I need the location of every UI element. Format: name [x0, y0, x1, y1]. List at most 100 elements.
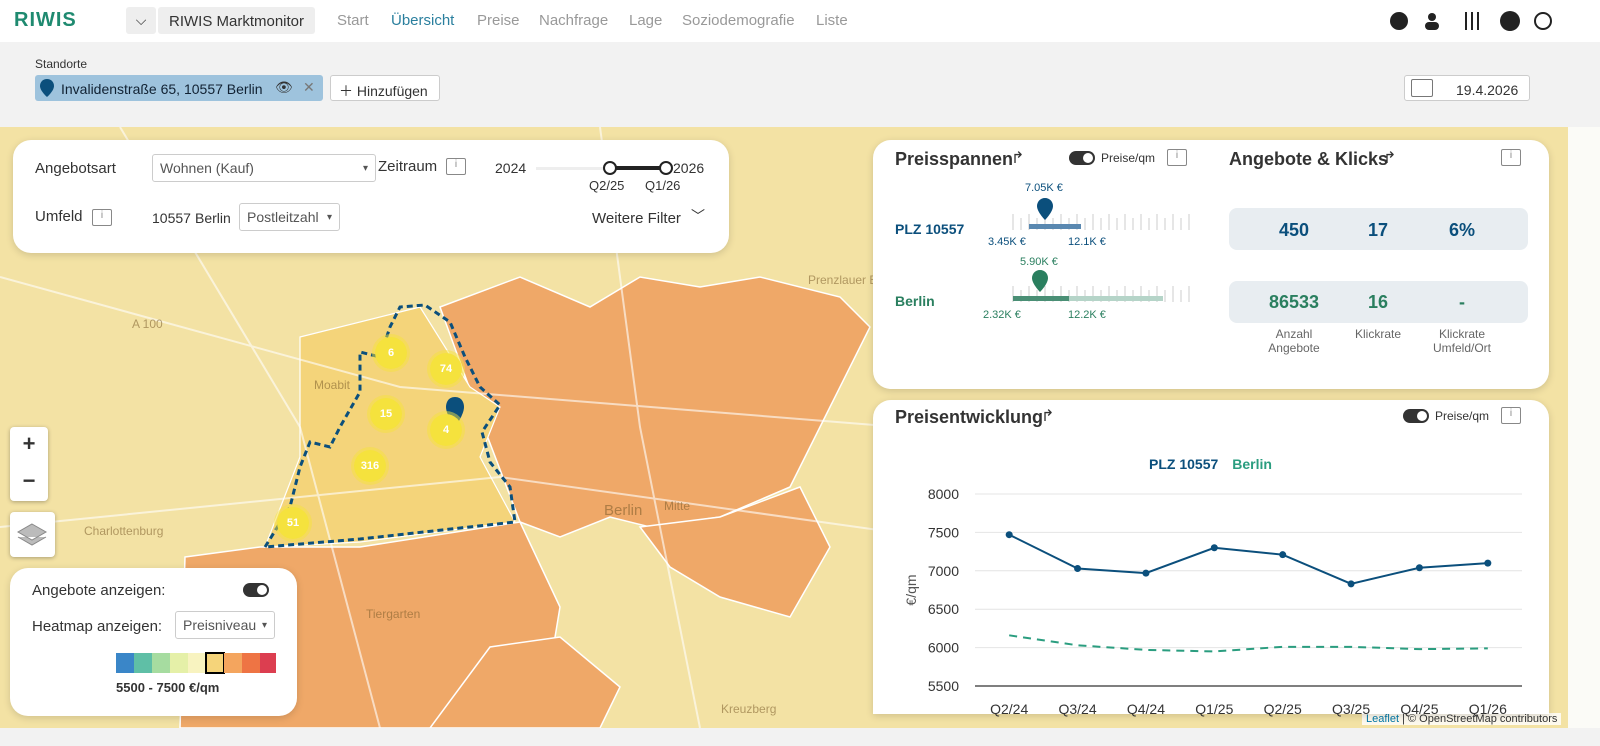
- range-end: 2026: [673, 160, 705, 176]
- y-tick-label: 5500: [928, 678, 959, 694]
- slider-handle[interactable]: [659, 161, 673, 175]
- share-icon[interactable]: ↱: [1041, 408, 1055, 425]
- umfeld-select[interactable]: Postleitzahl: [239, 203, 340, 231]
- stat-row: 86533 16 -: [1229, 281, 1528, 323]
- x-tick-label: Q4/24: [1127, 701, 1165, 717]
- range-bar: [1029, 224, 1081, 229]
- eye-icon[interactable]: 👁: [275, 79, 293, 95]
- slider-track: [536, 167, 666, 170]
- cluster[interactable]: 316: [351, 447, 389, 485]
- globe-icon[interactable]: [1390, 12, 1408, 30]
- app-name[interactable]: RIWIS Marktmonitor: [158, 7, 315, 34]
- median-label: 7.05K €: [1025, 182, 1063, 194]
- info-icon[interactable]: i: [1501, 407, 1521, 424]
- x-tick-label: Q3/25: [1332, 701, 1370, 717]
- standorte-label: Standorte: [35, 57, 88, 71]
- cluster[interactable]: 4: [427, 411, 465, 449]
- cluster[interactable]: 51: [274, 504, 312, 542]
- zoom-in[interactable]: +: [22, 431, 36, 456]
- add-text: Hinzufügen: [356, 83, 428, 99]
- min-label: 3.45K €: [988, 236, 1026, 248]
- median-pin: [1037, 198, 1053, 220]
- max-label: 12.2K €: [1068, 309, 1106, 321]
- series-line: [1008, 533, 1488, 585]
- angebote-toggle[interactable]: [243, 583, 269, 597]
- menu-item[interactable]: Start: [337, 12, 369, 29]
- umfeld-label: Umfeld: [35, 208, 83, 225]
- info-icon[interactable]: i: [1501, 149, 1521, 166]
- stat-caption: Anzahl Angebote: [1249, 327, 1339, 355]
- point: [1142, 569, 1150, 577]
- stat-value: 17: [1367, 220, 1389, 240]
- plz-boundary: [262, 303, 517, 549]
- stat-value: -: [1459, 292, 1465, 312]
- layers-icon: [16, 523, 48, 546]
- point: [1484, 559, 1492, 567]
- info-icon[interactable]: i: [446, 158, 466, 175]
- heatmap-select[interactable]: Preisniveau: [175, 611, 275, 639]
- caption-text: Klickrate Umfeld/Ort: [1432, 327, 1491, 355]
- place-label: Moabit: [314, 378, 351, 392]
- info-icon[interactable]: i: [1167, 149, 1187, 166]
- preise-toggle[interactable]: [1403, 409, 1429, 423]
- stat-value: 16: [1367, 292, 1389, 312]
- more-filters[interactable]: Weitere Filter: [592, 210, 681, 227]
- nav-icons: [1390, 11, 1552, 31]
- x-tick-label: Q1/26: [1469, 701, 1507, 717]
- cluster[interactable]: 15: [367, 395, 405, 433]
- slider-range: [610, 166, 666, 170]
- cluster[interactable]: 74: [427, 350, 465, 388]
- settings-icon[interactable]: [1465, 12, 1479, 30]
- line-chart: 5500 6000 6500 7000 7500 8000 €/qm Q2/24 Q3/24 Q4…: [903, 456, 1522, 717]
- map-edge: [1568, 127, 1600, 728]
- menu-item[interactable]: Lage: [629, 12, 663, 29]
- logout-icon[interactable]: [1534, 12, 1552, 30]
- y-tick-label: 8000: [928, 486, 959, 502]
- min-label: 2.32K €: [983, 309, 1021, 321]
- pin-icon: [40, 79, 54, 97]
- menu-item[interactable]: Übersicht: [391, 12, 455, 29]
- legend-entry: Berlin: [1232, 456, 1272, 472]
- stat-value: 86533: [1268, 292, 1320, 312]
- menu-item[interactable]: Preise: [477, 12, 520, 29]
- x-tick-label: Q4/25: [1400, 701, 1438, 717]
- angebotsart-label: Angebotsart: [35, 160, 116, 177]
- share-icon[interactable]: ↱: [1011, 150, 1025, 167]
- slider-handle[interactable]: [603, 161, 617, 175]
- point: [1347, 580, 1355, 588]
- angebotsart-select[interactable]: Wohnen (Kauf): [152, 154, 376, 182]
- preise-toggle[interactable]: [1069, 151, 1095, 165]
- y-tick-label: 6500: [928, 601, 959, 617]
- x-tick-label: Q1/25: [1195, 701, 1233, 717]
- remove-icon[interactable]: ✕: [303, 79, 315, 95]
- date-text: 19.4.2026: [1456, 82, 1519, 98]
- info-icon[interactable]: i: [92, 209, 112, 226]
- menu-item[interactable]: Liste: [816, 12, 848, 29]
- place-label: Mitte: [664, 499, 691, 513]
- osm-credit: © OpenStreetMap contributors: [1408, 713, 1558, 725]
- menu-toggle[interactable]: ⌵: [126, 7, 156, 34]
- share-icon[interactable]: ↱: [1383, 150, 1397, 167]
- x-tick-label: Q2/25: [1264, 701, 1302, 717]
- menu-item[interactable]: Nachfrage: [539, 12, 609, 29]
- account-icon[interactable]: [1500, 11, 1520, 31]
- menu-item[interactable]: Soziodemografie: [682, 12, 795, 29]
- median-pin: [1032, 270, 1048, 292]
- place-label: Berlin: [604, 502, 643, 519]
- point: [1210, 544, 1218, 552]
- add-button[interactable]: ＋ Hinzufügen: [330, 75, 440, 101]
- nav-bar: RIWIS ⌵ RIWIS Marktmonitor Start Übersic…: [0, 0, 1600, 42]
- location-chip[interactable]: Invalidenstraße 65, 10557 Berlin 👁 ✕: [35, 75, 323, 101]
- users-icon[interactable]: [1428, 13, 1436, 21]
- zoom-out[interactable]: −: [22, 468, 36, 493]
- layers-panel: Angebote anzeigen: Heatmap anzeigen: Pre…: [10, 568, 297, 716]
- leaflet-link[interactable]: Leaflet: [1366, 713, 1400, 725]
- preisspannen-title: Preisspannen: [895, 149, 1014, 169]
- layers-button[interactable]: [10, 512, 55, 557]
- plus: ＋: [339, 83, 357, 99]
- zeitraum-label: Zeitraum: [378, 158, 438, 175]
- cluster[interactable]: 6: [372, 334, 410, 372]
- logo[interactable]: RIWIS: [14, 9, 77, 31]
- users-icon: [1425, 22, 1439, 30]
- date-picker[interactable]: 19.4.2026: [1404, 75, 1530, 101]
